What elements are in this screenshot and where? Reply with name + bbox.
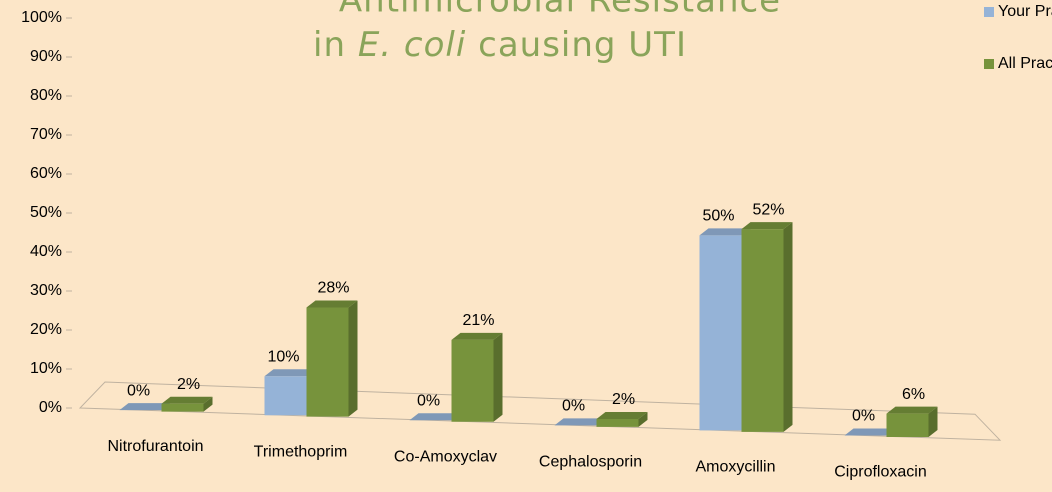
x-tick-label: Amoxycillin	[695, 459, 775, 476]
title-part: in	[313, 25, 358, 65]
bar-face	[493, 332, 503, 422]
y-tick-label: 70%	[30, 126, 62, 143]
bar-face	[596, 419, 639, 427]
y-tick-label: 90%	[30, 48, 62, 65]
legend-swatch	[984, 7, 994, 17]
chart-title: in E. coli causing UTI	[313, 25, 687, 65]
bar-face	[741, 229, 784, 432]
data-label: 0%	[127, 382, 150, 399]
data-label: 0%	[852, 408, 875, 425]
bar-face	[844, 428, 896, 436]
bar-face	[203, 396, 213, 412]
y-tick-label: 50%	[30, 204, 62, 221]
data-label: 28%	[317, 280, 349, 297]
bar	[409, 413, 461, 421]
bar	[596, 412, 648, 427]
legend-label: All Practices	[998, 55, 1052, 72]
y-tick-label: 80%	[30, 87, 62, 104]
x-tick-label: Nitrofurantoin	[107, 438, 203, 455]
y-tick-label: 0%	[39, 399, 62, 416]
bar-face	[161, 396, 213, 404]
data-label: 2%	[612, 391, 635, 408]
bar-face	[741, 222, 793, 230]
bar-face	[886, 413, 929, 437]
bar	[161, 396, 213, 412]
bar-face	[886, 406, 938, 414]
bar-face	[928, 406, 938, 437]
bar	[554, 418, 606, 426]
x-tick-label: Co-Amoxyclav	[394, 448, 497, 465]
floor	[78, 381, 1002, 441]
y-tick-label: 100%	[21, 9, 62, 26]
bar-face	[264, 369, 316, 377]
y-tick-label: 60%	[30, 165, 62, 182]
bar-face	[306, 307, 349, 417]
data-label: 0%	[417, 392, 440, 409]
title-part: E. coli	[358, 25, 467, 65]
bar	[886, 406, 938, 437]
x-tick-label: Ciprofloxacin	[834, 464, 926, 481]
bar-face	[161, 403, 204, 412]
bar-face	[783, 222, 793, 432]
bar-face	[264, 376, 307, 416]
bar-face	[596, 412, 648, 420]
y-tick-label: 40%	[30, 243, 62, 260]
y-tick-label: 10%	[30, 360, 62, 377]
bar-face	[451, 332, 503, 340]
title-part: causing UTI	[466, 25, 687, 65]
bar	[451, 332, 503, 422]
y-tick-label: 30%	[30, 282, 62, 299]
bar-face	[554, 418, 606, 426]
data-label: 6%	[902, 386, 925, 403]
bar-face	[699, 228, 751, 236]
data-label: 50%	[702, 208, 734, 225]
bar-face	[638, 412, 648, 427]
bar-face	[451, 339, 494, 422]
bar-face	[348, 300, 358, 417]
bar	[741, 222, 793, 432]
bar	[306, 300, 358, 417]
x-tick-label: Trimethoprim	[254, 443, 348, 460]
legend-label: Your Practice	[998, 3, 1052, 20]
bar-face	[119, 403, 171, 411]
y-tick-label: 20%	[30, 321, 62, 338]
legend-swatch	[984, 59, 994, 69]
x-tick-label: Cephalosporin	[539, 453, 642, 470]
data-label: 2%	[177, 376, 200, 393]
data-label: 10%	[267, 348, 299, 365]
data-label: 0%	[562, 398, 585, 415]
data-label: 52%	[752, 201, 784, 218]
bar	[119, 403, 171, 411]
bar	[844, 428, 896, 436]
chart-title: Antimicrobial Resistance	[339, 0, 781, 21]
bar-face	[699, 235, 742, 431]
data-label: 21%	[462, 312, 494, 329]
bar-face	[306, 300, 358, 308]
bar-face	[409, 413, 461, 421]
